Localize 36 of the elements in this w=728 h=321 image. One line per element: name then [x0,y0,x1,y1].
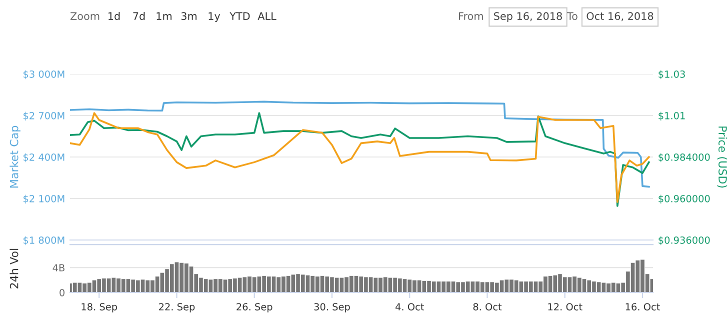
text: 3m [181,12,197,20]
x-tick-label: 8. Oct [473,303,502,310]
y2-tick-label: $0.960000 [658,194,710,204]
y-tick-label: 0 [60,288,64,296]
text: 1y [208,12,220,22]
x-tick-label: 4. Oct [396,303,424,310]
y2-tick-label: $1.01 [658,112,685,121]
x-tick-label: 18. Sep [82,303,118,312]
text: 1m [156,12,172,20]
text: From [459,12,483,20]
line-series [70,100,650,188]
y-axis-title: 24h Vol [10,248,18,288]
x-tick-label: 16. Oct [626,303,660,310]
text: 7d [133,12,145,20]
text: To [566,12,578,20]
y2-tick-label: $1.03 [658,70,685,80]
y-tick-label: $2 400M [24,153,64,162]
x-tick-label: 22. Sep [159,303,195,312]
y-tick-label: 4B [52,264,64,272]
y-axis-title: Market Cap [10,126,20,188]
y-tick-label: $1 800M [24,236,64,246]
y2-axis-title: Price (USD) [717,126,728,188]
text: Zoom [70,12,100,20]
text: Oct 16, 2018 [586,12,654,22]
text: 1d [108,12,120,20]
x-tick-label: 12. Oct [548,303,582,310]
text: ALL [258,12,276,20]
y2-tick-label: $0.936000 [658,236,710,246]
text: YTD [230,12,250,20]
x-tick-label: 26. Sep [236,303,272,312]
text: Sep 16, 2018 [494,12,562,22]
y-tick-label: $2 700M [24,112,64,121]
y-tick-label: $2 100M [24,194,64,204]
x-tick-label: 30. Sep [314,303,350,312]
y-tick-label: $3 000M [24,70,64,80]
y2-tick-label: $0.984000 [658,153,710,162]
